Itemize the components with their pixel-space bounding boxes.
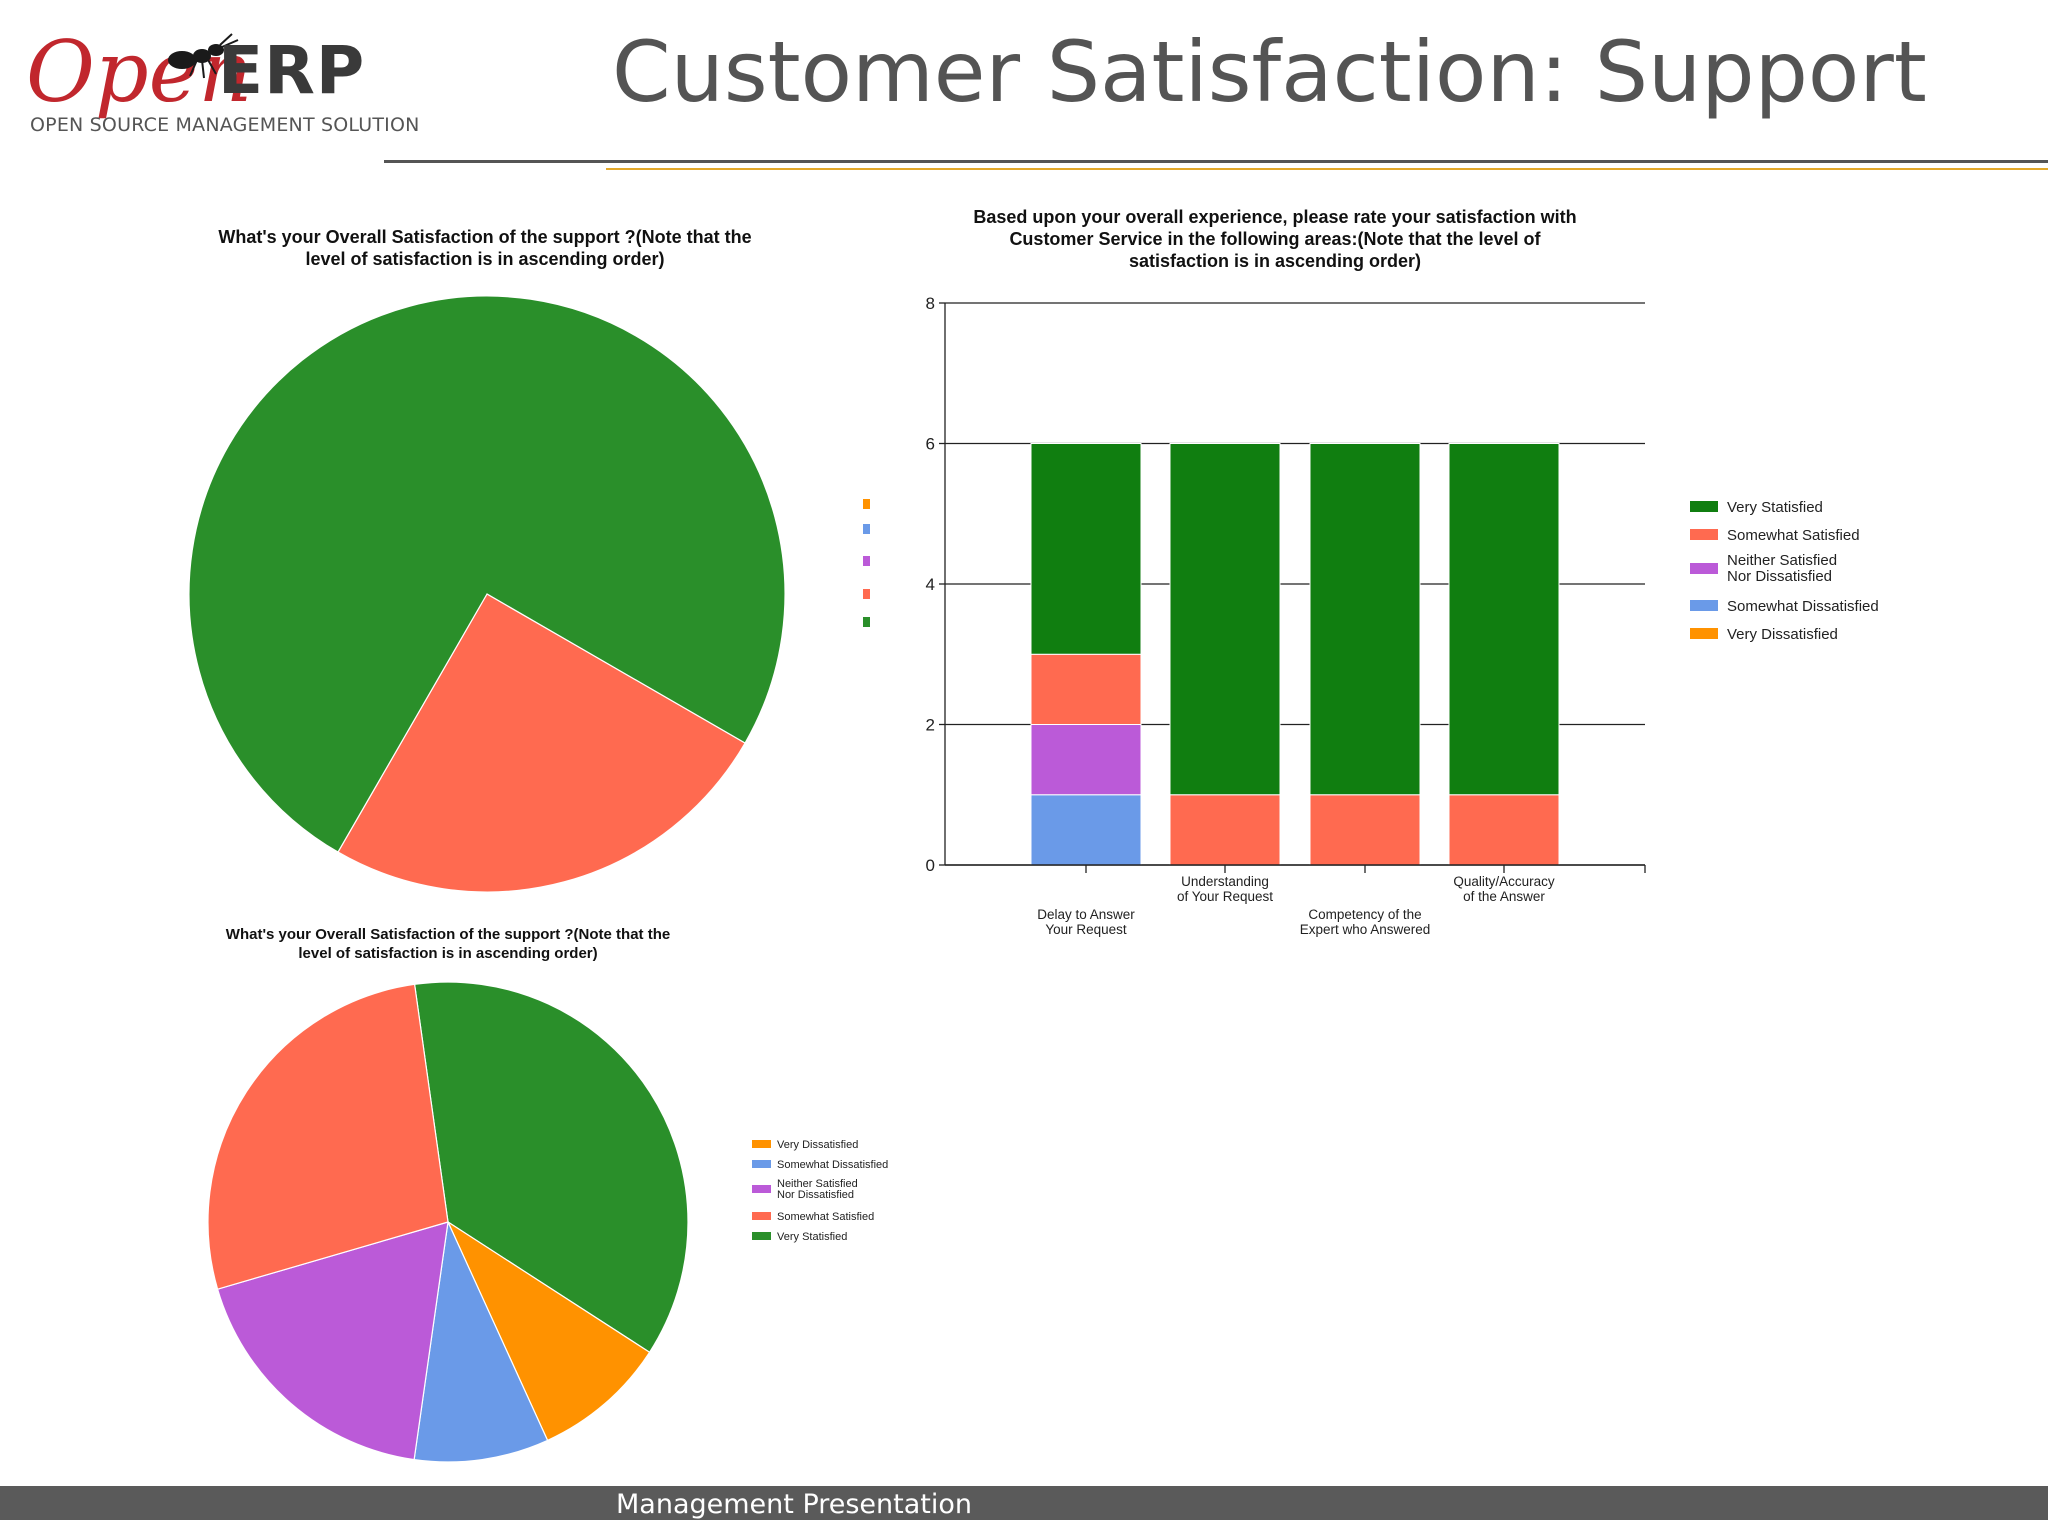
pie-slices bbox=[188, 295, 786, 893]
y-tick-label: 4 bbox=[926, 575, 935, 594]
y-tick-label: 6 bbox=[926, 435, 935, 454]
y-tick-label: 0 bbox=[926, 856, 935, 875]
page-title: Customer Satisfaction: Support bbox=[612, 23, 1927, 121]
logo-tagline: OPEN SOURCE MANAGEMENT SOLUTION bbox=[30, 114, 420, 136]
openerp-logo: Open ERP OPEN SOURCE MANAGEMENT SOLUTION bbox=[22, 28, 419, 148]
bar-segment-somewhat-dissatisfied bbox=[1030, 794, 1142, 866]
legend-label: Neither Satisfied bbox=[1727, 552, 1837, 569]
chart-title-line: Customer Service in the following areas:… bbox=[1009, 229, 1541, 249]
logo-word-erp: ERP bbox=[218, 32, 366, 109]
legend-label: Somewhat Dissatisfied bbox=[1727, 598, 1879, 615]
legend-swatch-somewhat-satisfied bbox=[863, 589, 870, 599]
bar-segment-very-statisfied bbox=[1169, 443, 1281, 796]
pie-slice-very-dissatisfied bbox=[446, 1220, 651, 1442]
ant-icon bbox=[168, 33, 239, 79]
legend-swatch-somewhat-satisfied bbox=[1690, 529, 1718, 540]
legend-swatch-very-dissatisfied bbox=[752, 1140, 771, 1148]
bar-segment-somewhat-satisfied bbox=[1448, 794, 1560, 866]
legend-label: Nor Dissatisfied bbox=[1727, 568, 1832, 585]
pie-slice-somewhat-satisfied bbox=[337, 593, 746, 893]
x-category-label: of Your Request bbox=[1177, 889, 1273, 904]
title-divider bbox=[384, 160, 2048, 163]
x-category-label: Expert who Answered bbox=[1300, 922, 1431, 937]
legend-label: Somewhat Satisfied bbox=[777, 1211, 874, 1223]
legend-swatch-somewhat-satisfied bbox=[752, 1212, 771, 1220]
legend-label: Somewhat Dissatisfied bbox=[777, 1159, 888, 1171]
chart-title-line: Based upon your overall experience, plea… bbox=[973, 207, 1576, 227]
pie-slice-somewhat-dissatisfied bbox=[413, 1219, 549, 1463]
footer-bar bbox=[0, 1486, 2048, 1520]
bar-segment-somewhat-satisfied bbox=[1030, 653, 1142, 725]
legend-swatch-very-statisfied bbox=[1690, 501, 1718, 512]
chart-title-line: level of satisfaction is in ascending or… bbox=[298, 945, 597, 962]
chart-title-line: level of satisfaction is in ascending or… bbox=[305, 249, 664, 269]
bar-segments bbox=[1030, 443, 1560, 866]
x-category-label: Quality/Accuracy bbox=[1453, 874, 1555, 889]
legend-label: Very Statisfied bbox=[777, 1231, 847, 1243]
legend-swatch-neither-satisfied-nor-dissatisfied bbox=[1690, 563, 1718, 574]
bar-segment-very-statisfied bbox=[1030, 443, 1142, 655]
pie-slice-very-statisfied bbox=[413, 981, 689, 1354]
legend-swatch-neither-satisfied-nor-dissatisfied bbox=[752, 1185, 771, 1193]
legend-swatch-very-statisfied bbox=[863, 617, 870, 627]
pie-legend: Very Dissatisfied Somewhat Dissatisfied Ne… bbox=[752, 1139, 888, 1243]
legend-swatch-somewhat-dissatisfied bbox=[1690, 600, 1718, 611]
chart-title-line: What's your Overall Satisfaction of the … bbox=[218, 227, 751, 247]
bar-segment-somewhat-satisfied bbox=[1309, 794, 1421, 866]
x-category-label: of the Answer bbox=[1463, 889, 1545, 904]
legend-label: Neither Satisfied bbox=[777, 1178, 858, 1190]
bar-segment-very-statisfied bbox=[1309, 443, 1421, 796]
bar-segment-somewhat-satisfied bbox=[1169, 794, 1281, 866]
pie-slice-very-statisfied bbox=[188, 295, 786, 853]
x-category-label: Competency of the bbox=[1308, 907, 1421, 922]
x-category-label: Delay to Answer bbox=[1037, 907, 1135, 922]
legend-label: Very Dissatisfied bbox=[1727, 626, 1838, 643]
legend-label: Very Dissatisfied bbox=[777, 1139, 858, 1151]
pie-chart-overall-bottom: What's your Overall Satisfaction of the … bbox=[207, 926, 888, 1463]
legend-swatch-very-dissatisfied bbox=[1690, 628, 1718, 639]
y-tick-label: 8 bbox=[926, 294, 935, 313]
bar-legend: Very Statisfied Somewhat Satisfied Neither… bbox=[1690, 499, 1879, 643]
legend-label: Very Statisfied bbox=[1727, 499, 1823, 516]
legend-label: Nor Dissatisfied bbox=[777, 1189, 854, 1201]
legend-swatch-very-dissatisfied bbox=[863, 499, 870, 509]
x-category-label: Understanding bbox=[1181, 874, 1269, 889]
legend-swatch-somewhat-dissatisfied bbox=[752, 1160, 771, 1168]
legend-swatch-neither-satisfied-nor-dissatisfied bbox=[863, 556, 870, 566]
legend-swatch-very-statisfied bbox=[752, 1232, 771, 1240]
title-accent-rule bbox=[606, 168, 2048, 170]
bar-segment-neither-satisfied-nor-dissatisfied bbox=[1030, 724, 1142, 796]
pie-slice-somewhat-satisfied bbox=[207, 983, 449, 1290]
legend-label: Somewhat Satisfied bbox=[1727, 527, 1860, 544]
pie-slices bbox=[207, 981, 689, 1463]
pie-legend bbox=[863, 499, 870, 627]
pie-chart-overall-top: What's your Overall Satisfaction of the … bbox=[188, 227, 870, 893]
stacked-bar-chart-customer-service: Based upon your overall experience, plea… bbox=[926, 207, 1879, 937]
pie-slice-neither-satisfied-nor-dissatisfied bbox=[216, 1221, 449, 1461]
footer-text: Management Presentation bbox=[616, 1489, 973, 1520]
legend-swatch-somewhat-dissatisfied bbox=[863, 524, 870, 534]
x-category-label: Your Request bbox=[1045, 922, 1127, 937]
bar-segment-very-statisfied bbox=[1448, 443, 1560, 796]
chart-title-line: satisfaction is in ascending order) bbox=[1129, 251, 1421, 271]
y-tick-label: 2 bbox=[926, 716, 935, 735]
chart-title-line: What's your Overall Satisfaction of the … bbox=[226, 926, 670, 943]
